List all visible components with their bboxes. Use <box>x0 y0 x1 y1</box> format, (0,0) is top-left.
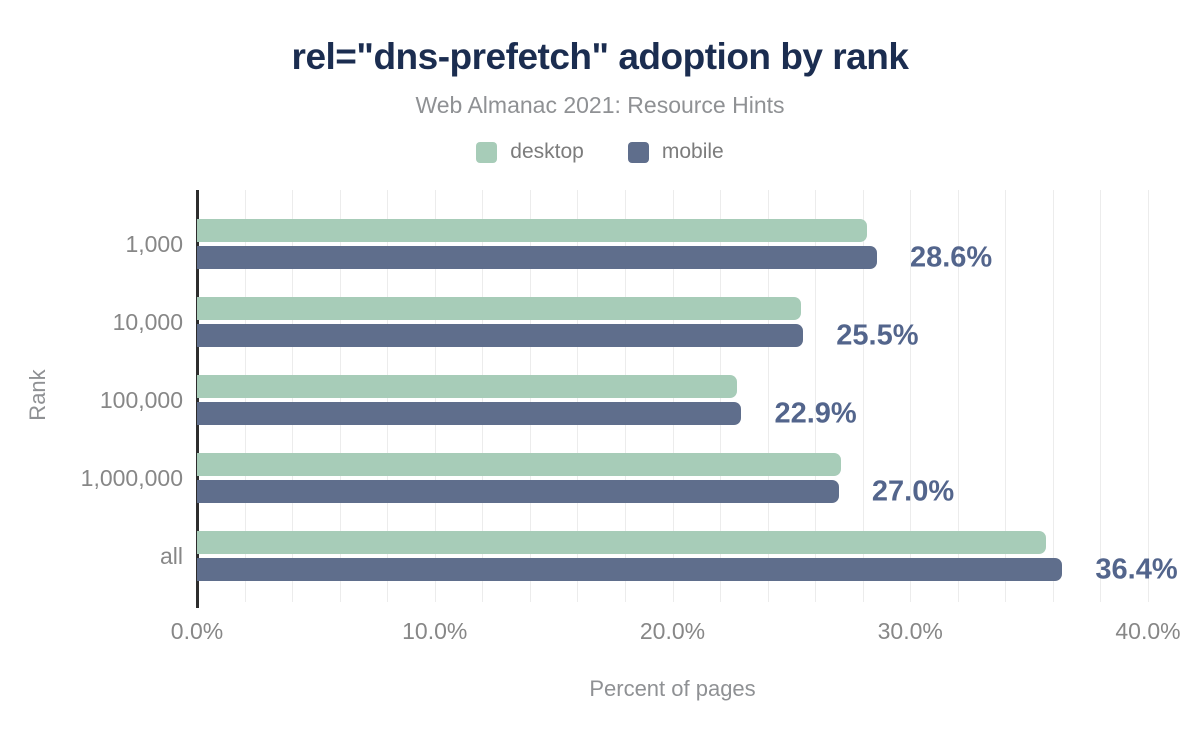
chart-subtitle: Web Almanac 2021: Resource Hints <box>415 92 785 118</box>
gridline <box>1005 190 1007 602</box>
bar-mobile <box>197 480 839 503</box>
category-label: 10,000 <box>112 309 183 335</box>
category-label: all <box>159 543 183 569</box>
data-label: 36.4% <box>1095 553 1178 585</box>
x-tick-label: 10.0% <box>402 618 468 644</box>
legend-item-mobile: mobile <box>627 140 724 164</box>
bar-desktop <box>197 375 737 398</box>
x-axis-title: Percent of pages <box>589 676 756 701</box>
chart-title: rel="dns-prefetch" adoption by rank <box>291 36 909 77</box>
gridline <box>767 190 769 602</box>
bar-mobile <box>197 558 1063 581</box>
bar-mobile <box>197 402 742 425</box>
data-label: 25.5% <box>836 319 919 351</box>
bar-desktop <box>197 219 868 242</box>
bar-desktop <box>197 297 801 320</box>
bar-desktop <box>197 531 1046 554</box>
category-label: 1,000 <box>125 231 183 257</box>
legend-label-desktop: desktop <box>510 140 584 163</box>
gridline <box>1052 190 1054 602</box>
gridline <box>1148 190 1149 602</box>
legend-label-mobile: mobile <box>661 140 724 163</box>
category-label: 100,000 <box>99 387 183 413</box>
legend-item-desktop: desktop <box>476 140 584 164</box>
legend-swatch-mobile-icon <box>627 141 649 163</box>
data-label: 22.9% <box>774 397 857 429</box>
y-axis-line <box>196 190 199 608</box>
x-tick-label: 0.0% <box>170 618 224 644</box>
legend: desktop mobile <box>0 140 1200 164</box>
gridline <box>957 190 959 602</box>
category-label: 1,000,000 <box>80 465 183 491</box>
data-label: 28.6% <box>909 241 993 273</box>
bar-mobile <box>197 324 804 347</box>
gridline <box>910 190 912 602</box>
legend-swatch-desktop-icon <box>476 141 498 163</box>
gridline <box>815 190 817 602</box>
x-tick-label: 20.0% <box>639 618 706 644</box>
x-tick-label: 30.0% <box>877 618 943 644</box>
data-label: 27.0% <box>871 475 955 507</box>
bar-mobile <box>197 246 877 269</box>
x-tick-label: 40.0% <box>1115 618 1181 644</box>
plot-area: 28.6% 25.5% 22.9% 27.0% 36.4% <box>196 190 1178 608</box>
gridline <box>1100 190 1102 602</box>
bar-desktop <box>197 453 842 476</box>
gridline <box>862 190 864 602</box>
